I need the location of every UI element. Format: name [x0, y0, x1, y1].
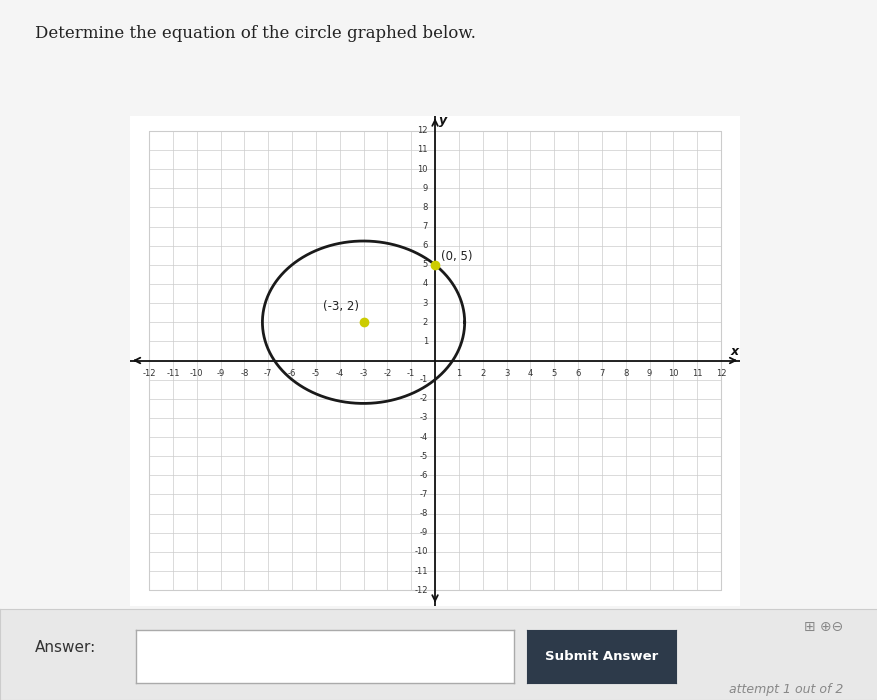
Text: attempt 1 out of 2: attempt 1 out of 2 [728, 683, 842, 696]
Text: 12: 12 [417, 126, 427, 135]
Text: -11: -11 [414, 566, 427, 575]
Text: -9: -9 [419, 528, 427, 538]
Text: 7: 7 [598, 369, 604, 378]
Text: -7: -7 [419, 490, 427, 499]
Text: 4: 4 [422, 279, 427, 288]
Text: -11: -11 [166, 369, 180, 378]
Text: 1: 1 [456, 369, 461, 378]
Text: -3: -3 [419, 414, 427, 422]
Text: (0, 5): (0, 5) [440, 250, 472, 263]
Text: 9: 9 [422, 183, 427, 192]
Text: 10: 10 [667, 369, 678, 378]
Text: 1: 1 [422, 337, 427, 346]
Text: -3: -3 [359, 369, 367, 378]
Text: 7: 7 [422, 222, 427, 231]
Text: -7: -7 [264, 369, 272, 378]
Text: -2: -2 [383, 369, 391, 378]
Text: 11: 11 [691, 369, 702, 378]
Text: 2: 2 [422, 318, 427, 327]
Text: 6: 6 [422, 241, 427, 250]
Text: -2: -2 [419, 394, 427, 403]
Text: -8: -8 [419, 509, 427, 518]
Text: 3: 3 [422, 299, 427, 307]
Text: Answer:: Answer: [35, 640, 96, 655]
Text: -5: -5 [311, 369, 319, 378]
Text: Determine the equation of the circle graphed below.: Determine the equation of the circle gra… [35, 25, 475, 41]
Text: -12: -12 [142, 369, 155, 378]
Text: -12: -12 [414, 586, 427, 595]
Text: -4: -4 [419, 433, 427, 442]
Text: 3: 3 [503, 369, 509, 378]
Text: -4: -4 [335, 369, 344, 378]
Text: -8: -8 [240, 369, 248, 378]
Text: -1: -1 [407, 369, 415, 378]
Text: x: x [730, 345, 738, 358]
Text: 4: 4 [527, 369, 532, 378]
Text: 8: 8 [422, 203, 427, 212]
Text: -9: -9 [216, 369, 225, 378]
Text: -6: -6 [288, 369, 296, 378]
Text: -5: -5 [419, 452, 427, 461]
Text: -6: -6 [419, 471, 427, 480]
Text: 10: 10 [417, 164, 427, 174]
Text: 6: 6 [574, 369, 580, 378]
Text: 8: 8 [623, 369, 628, 378]
Text: 5: 5 [422, 260, 427, 270]
Text: 2: 2 [480, 369, 485, 378]
Text: ⊞ ⊕⊖: ⊞ ⊕⊖ [802, 620, 842, 634]
Text: -10: -10 [189, 369, 203, 378]
Text: -1: -1 [419, 375, 427, 384]
Text: -10: -10 [414, 547, 427, 556]
Text: 9: 9 [646, 369, 652, 378]
Text: y: y [438, 114, 447, 127]
Text: Submit Answer: Submit Answer [545, 650, 657, 663]
Text: 5: 5 [551, 369, 556, 378]
Text: (-3, 2): (-3, 2) [323, 300, 359, 313]
Text: 12: 12 [715, 369, 725, 378]
Text: 11: 11 [417, 146, 427, 155]
